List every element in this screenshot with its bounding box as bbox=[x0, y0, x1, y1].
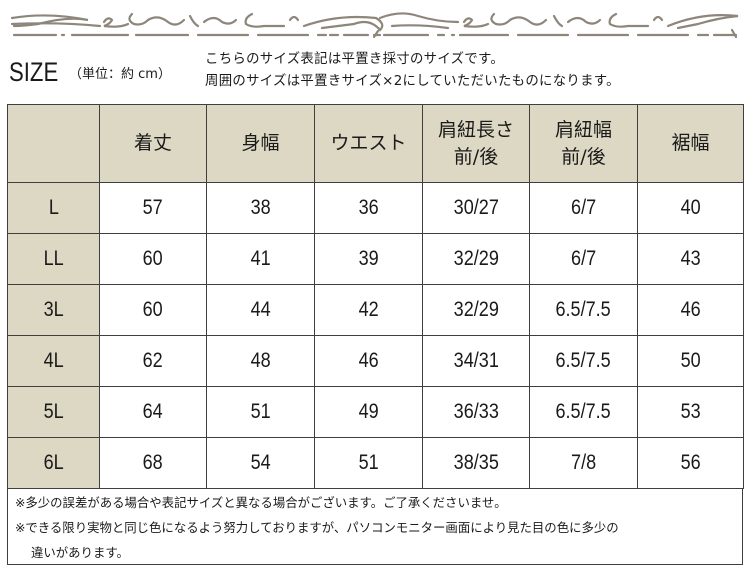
table-cell: 39 bbox=[314, 233, 423, 285]
table-cell: 51 bbox=[206, 386, 315, 438]
size-note-line: 周囲のサイズは平置きサイズ×2にしていただいたものになります。 bbox=[205, 74, 620, 89]
table-cell: 53 bbox=[637, 386, 744, 438]
size-label: 5L bbox=[7, 386, 100, 438]
table-cell: 56 bbox=[637, 437, 744, 489]
table-cell: 7/8 bbox=[529, 437, 638, 489]
column-header-strap-length: 肩紐長さ 前/後 bbox=[422, 104, 530, 183]
table-cell: 41 bbox=[206, 233, 315, 285]
table-row: L 57 38 36 30/27 6/7 40 bbox=[7, 182, 744, 234]
column-header-size bbox=[7, 104, 100, 183]
table-cell: 38 bbox=[206, 182, 315, 234]
disclaimer-line: ※できる限り実物と同じ色になるよう努力しておりますが、パソコンモニター画面により… bbox=[15, 520, 619, 535]
size-heading: SIZE （単位：約 cm） bbox=[9, 55, 171, 89]
size-label: 3L bbox=[7, 284, 100, 336]
table-cell: 36/33 bbox=[422, 386, 530, 438]
table-cell: 34/31 bbox=[422, 335, 530, 387]
table-cell: 48 bbox=[206, 335, 315, 387]
size-label: L bbox=[7, 182, 100, 234]
table-cell: 64 bbox=[99, 386, 207, 438]
table-cell: 43 bbox=[637, 233, 744, 285]
column-header-strap-width: 肩紐幅 前/後 bbox=[529, 104, 638, 183]
size-label: 6L bbox=[7, 437, 100, 489]
table-cell: 60 bbox=[99, 284, 207, 336]
table-cell: 49 bbox=[314, 386, 423, 438]
table-cell: 32/29 bbox=[422, 284, 530, 336]
table-row: 3L 60 44 42 32/29 6.5/7.5 46 bbox=[7, 284, 744, 336]
table-cell: 6/7 bbox=[529, 182, 638, 234]
table-cell: 62 bbox=[99, 335, 207, 387]
size-notes: こちらのサイズ表記は平置き採寸のサイズです。 周囲のサイズは平置きサイズ×2にし… bbox=[205, 49, 620, 93]
column-header-length: 着丈 bbox=[99, 104, 207, 183]
scroll-flourish-divider-icon bbox=[10, 12, 739, 39]
table-cell: 36 bbox=[314, 182, 423, 234]
size-note-line: こちらのサイズ表記は平置き採寸のサイズです。 bbox=[205, 52, 505, 67]
table-cell: 50 bbox=[637, 335, 744, 387]
table-cell: 38/35 bbox=[422, 437, 530, 489]
table-cell: 68 bbox=[99, 437, 207, 489]
disclaimer-box: ※多少の誤差がある場合や表記サイズと異なる場合がございます。ご了承くださいませ。… bbox=[7, 488, 743, 565]
table-cell: 32/29 bbox=[422, 233, 530, 285]
table-cell: 40 bbox=[637, 182, 744, 234]
table-cell: 57 bbox=[99, 182, 207, 234]
table-cell: 54 bbox=[206, 437, 315, 489]
table-cell: 30/27 bbox=[422, 182, 530, 234]
table-cell: 6/7 bbox=[529, 233, 638, 285]
size-label: 4L bbox=[7, 335, 100, 387]
table-cell: 42 bbox=[314, 284, 423, 336]
table-cell: 44 bbox=[206, 284, 315, 336]
table-cell: 6.5/7.5 bbox=[529, 284, 638, 336]
table-cell: 60 bbox=[99, 233, 207, 285]
disclaimer-line: 違いがあります。 bbox=[31, 545, 129, 560]
column-header-hem-width: 裾幅 bbox=[637, 104, 744, 183]
table-row: 5L 64 51 49 36/33 6.5/7.5 53 bbox=[7, 386, 744, 438]
table-cell: 46 bbox=[314, 335, 423, 387]
table-cell: 6.5/7.5 bbox=[529, 335, 638, 387]
table-cell: 51 bbox=[314, 437, 423, 489]
size-unit-label: （単位：約 cm） bbox=[69, 66, 171, 82]
size-title: SIZE bbox=[9, 56, 59, 87]
table-header-row: 着丈 身幅 ウエスト 肩紐長さ 前/後 肩紐幅 前/後 裾幅 bbox=[7, 104, 744, 183]
table-row: LL 60 41 39 32/29 6/7 43 bbox=[7, 233, 744, 285]
table-row: 4L 62 48 46 34/31 6.5/7.5 50 bbox=[7, 335, 744, 387]
size-chart-table: 着丈 身幅 ウエスト 肩紐長さ 前/後 肩紐幅 前/後 裾幅 L 57 38 36 … bbox=[7, 104, 744, 489]
column-header-body-width: 身幅 bbox=[206, 104, 315, 183]
table-row: 6L 68 54 51 38/35 7/8 56 bbox=[7, 437, 744, 489]
table-cell: 46 bbox=[637, 284, 744, 336]
size-label: LL bbox=[7, 233, 100, 285]
table-cell: 6.5/7.5 bbox=[529, 386, 638, 438]
column-header-waist: ウエスト bbox=[314, 104, 423, 183]
disclaimer-line: ※多少の誤差がある場合や表記サイズと異なる場合がございます。ご了承くださいませ。 bbox=[15, 495, 507, 510]
